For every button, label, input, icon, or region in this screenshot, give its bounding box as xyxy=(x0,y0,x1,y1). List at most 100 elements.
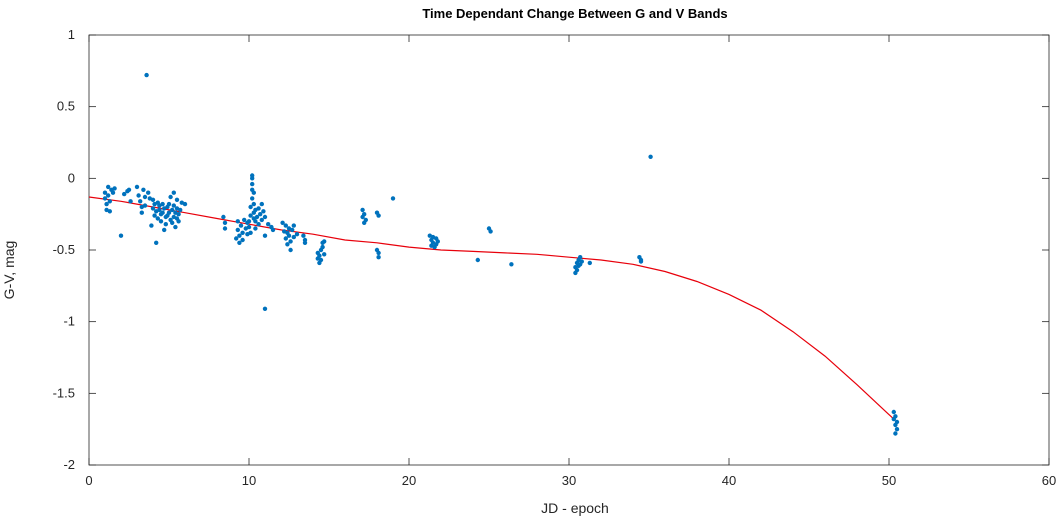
data-point xyxy=(150,206,156,211)
data-point xyxy=(291,234,296,240)
data-point xyxy=(222,220,228,225)
data-point xyxy=(376,250,381,256)
data-point xyxy=(171,203,176,208)
data-point xyxy=(238,223,244,228)
data-point xyxy=(168,194,173,200)
data-point xyxy=(235,219,240,224)
data-point xyxy=(578,255,583,260)
data-point xyxy=(155,216,160,221)
data-point xyxy=(106,193,111,198)
data-point xyxy=(893,414,898,419)
data-point xyxy=(638,257,644,263)
data-point xyxy=(163,222,168,227)
data-point xyxy=(262,233,268,238)
data-point xyxy=(102,196,108,201)
data-point xyxy=(141,187,146,192)
data-point xyxy=(112,186,117,191)
axis-ticks: 0 10 20 30 40 50 60 -2 -1.5 -1 -0.5 0 0.5 1 xyxy=(53,27,1057,488)
y-tick-label: -2 xyxy=(63,457,75,472)
data-point xyxy=(291,223,296,228)
x-tick-label: 0 xyxy=(85,473,92,488)
data-point xyxy=(301,233,306,238)
data-point xyxy=(509,262,514,267)
y-tick-label: -1 xyxy=(63,314,75,329)
data-point xyxy=(360,207,365,213)
data-point xyxy=(294,232,300,237)
data-point xyxy=(288,247,293,253)
data-point xyxy=(107,209,113,214)
data-point xyxy=(259,217,264,223)
data-point xyxy=(648,154,653,159)
x-tick-label: 20 xyxy=(402,473,416,488)
data-point xyxy=(134,184,140,190)
data-point xyxy=(894,427,900,432)
x-tick-label: 50 xyxy=(882,473,896,488)
data-point xyxy=(302,240,308,245)
data-point xyxy=(253,226,258,231)
data-point xyxy=(110,190,116,195)
data-point xyxy=(246,219,252,224)
data-point xyxy=(240,230,245,235)
data-point xyxy=(435,239,440,244)
fit-curve-line xyxy=(88,196,895,420)
y-tick-label: 0 xyxy=(68,170,75,185)
data-point xyxy=(182,201,188,207)
data-point xyxy=(283,223,288,228)
data-point xyxy=(286,233,292,238)
data-point xyxy=(390,196,396,201)
data-point xyxy=(579,259,584,264)
data-point xyxy=(262,214,268,220)
plot-frame xyxy=(88,34,1050,466)
data-point xyxy=(891,409,896,415)
data-point xyxy=(176,212,181,217)
x-tick-label: 30 xyxy=(562,473,576,488)
data-point xyxy=(266,222,271,227)
data-point xyxy=(283,236,288,241)
data-point xyxy=(234,236,239,241)
plot-area-border xyxy=(88,34,1050,466)
data-point xyxy=(376,255,381,260)
data-point xyxy=(118,233,124,238)
y-tick-label: -1.5 xyxy=(53,385,75,400)
chart-title: Time Dependant Change Between G and V Ba… xyxy=(422,6,727,21)
data-point xyxy=(488,229,493,234)
data-point xyxy=(362,212,367,217)
data-point xyxy=(317,253,322,258)
data-point xyxy=(250,173,255,178)
data-point xyxy=(162,227,167,233)
data-point xyxy=(139,210,144,215)
data-point xyxy=(122,191,127,197)
data-point xyxy=(170,220,175,225)
data-point xyxy=(154,240,159,245)
data-point xyxy=(104,201,109,207)
data-point xyxy=(318,257,324,263)
data-point xyxy=(160,210,165,215)
data-point xyxy=(142,203,148,208)
data-point xyxy=(149,223,154,228)
data-point xyxy=(322,239,327,244)
data-point xyxy=(240,237,245,243)
data-point xyxy=(157,207,162,213)
data-point xyxy=(102,190,108,195)
y-tick-label: 0.5 xyxy=(57,99,75,114)
data-point xyxy=(270,227,276,233)
data-point xyxy=(288,239,293,244)
data-point xyxy=(376,213,381,218)
data-point xyxy=(248,213,253,218)
data-point xyxy=(251,201,256,207)
data-point xyxy=(178,207,183,213)
data-point xyxy=(574,267,580,273)
data-point xyxy=(146,190,151,195)
data-point xyxy=(893,431,898,436)
data-point xyxy=(173,224,178,230)
data-point xyxy=(253,219,258,224)
data-point xyxy=(166,201,172,207)
data-point xyxy=(250,196,255,201)
y-tick-label: 1 xyxy=(68,27,75,42)
data-point xyxy=(174,197,180,202)
x-tick-label: 40 xyxy=(722,473,736,488)
data-point xyxy=(285,242,290,247)
data-point xyxy=(237,233,242,238)
data-point xyxy=(158,219,164,224)
